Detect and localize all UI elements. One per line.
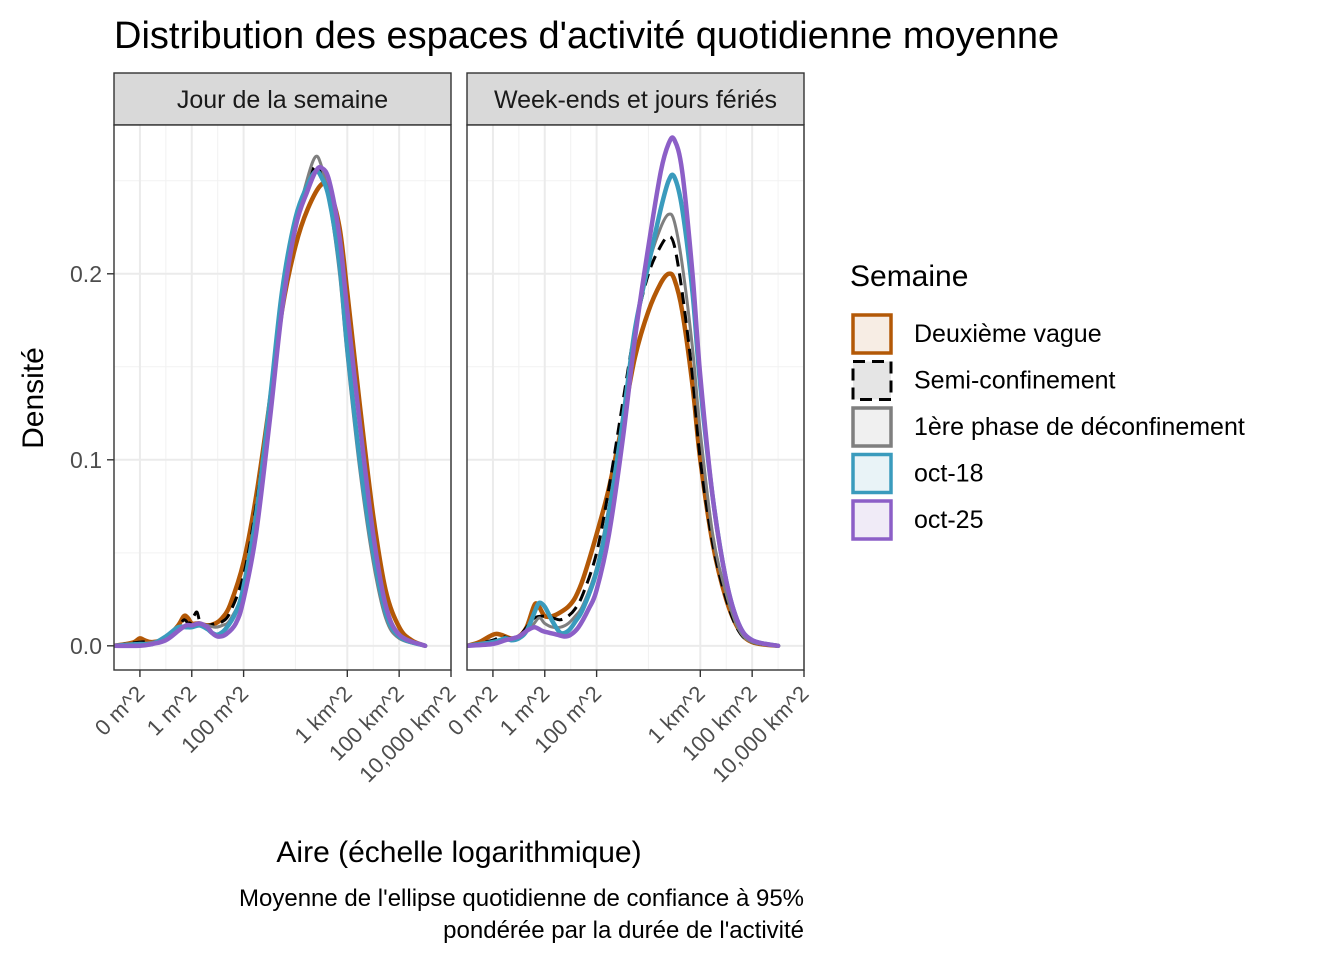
series-line [114,164,428,649]
panel-background [467,125,804,670]
y-axis-label: Densité [17,347,50,449]
y-tick-label: 0.2 [70,261,102,287]
legend-title: Semaine [850,260,968,293]
legend-item: Semi-confinement [851,360,1116,401]
legend-item: oct-25 [851,499,983,541]
legend-label: Deuxième vague [914,320,1102,348]
panel-border [113,124,452,671]
facet-strip [113,72,452,126]
chart-title: Distribution des espaces d'activité quot… [114,15,1059,57]
series-line [467,135,781,649]
caption-line-1: Moyenne de l'ellipse quotidienne de conf… [239,885,804,912]
legend-items: Deuxième vague Semi-confinement 1ère phase… [851,313,1245,541]
panel-border [466,124,805,671]
legend-key [851,313,893,355]
x-axis-label: Aire (échelle logarithmique) [276,836,641,869]
legend-label: oct-25 [914,506,983,534]
series-group [467,135,781,649]
caption-line-2: pondérée par la durée de l'activité [443,917,804,944]
y-tick-label: 0.1 [70,447,102,473]
legend-item: oct-18 [851,452,983,495]
x-tick-label: 0 m^2 [443,681,503,741]
legend: Semaine Deuxième vague Semi-confinement 1è… [850,260,1245,541]
y-tick-label: 0.0 [70,633,102,659]
legend-key [851,499,893,541]
legend-label: oct-18 [914,460,983,488]
series-group [114,154,428,649]
facet-strip-label: Jour de la semaine [177,86,388,114]
x-tick-label: 0 m^2 [90,681,150,741]
legend-item: Deuxième vague [851,313,1102,355]
legend-key [851,360,893,401]
facet-strip [466,72,805,126]
legend-key [851,452,893,495]
panel-background [114,125,451,670]
legend-label: 1ère phase de déconfinement [914,413,1245,441]
legend-item: 1ère phase de déconfinement [851,406,1245,448]
legend-label: Semi-confinement [914,367,1116,395]
facet-strip-label: Week-ends et jours fériés [494,86,777,114]
legend-key [851,406,893,448]
